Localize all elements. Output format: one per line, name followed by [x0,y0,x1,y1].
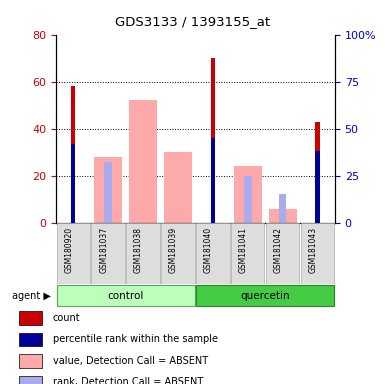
Bar [104,162,112,223]
FancyBboxPatch shape [266,223,300,284]
Text: control: control [107,291,144,301]
FancyBboxPatch shape [161,223,195,284]
Text: GSM181038: GSM181038 [134,227,143,273]
Bar [315,151,320,223]
FancyBboxPatch shape [196,285,334,306]
Text: GSM181037: GSM181037 [99,227,108,273]
Bar [19,354,42,368]
Bar [269,209,296,223]
Text: GSM181040: GSM181040 [204,227,213,273]
Text: GSM181039: GSM181039 [169,227,178,273]
Text: agent ▶: agent ▶ [12,291,50,301]
Text: GDS3133 / 1393155_at: GDS3133 / 1393155_at [115,15,270,28]
Text: GSM181041: GSM181041 [239,227,248,273]
FancyBboxPatch shape [126,223,160,284]
Bar [71,86,75,223]
FancyBboxPatch shape [231,223,264,284]
Bar [234,166,262,223]
Bar [19,311,42,325]
Bar [71,144,75,223]
Bar [211,58,215,223]
Bar [211,138,215,223]
Text: value, Detection Call = ABSENT: value, Detection Call = ABSENT [53,356,208,366]
Bar [94,157,122,223]
FancyBboxPatch shape [91,223,125,284]
FancyBboxPatch shape [301,223,334,284]
Text: GSM180920: GSM180920 [64,227,73,273]
Bar [244,176,251,223]
FancyBboxPatch shape [196,223,229,284]
Text: quercetin: quercetin [240,291,290,301]
FancyBboxPatch shape [57,285,195,306]
Bar [19,333,42,346]
Bar [164,152,192,223]
Text: GSM181042: GSM181042 [274,227,283,273]
Bar [279,195,286,223]
FancyBboxPatch shape [57,223,90,284]
Text: rank, Detection Call = ABSENT: rank, Detection Call = ABSENT [53,377,203,384]
Bar [129,101,157,223]
Bar [315,122,320,223]
Text: count: count [53,313,80,323]
Bar [19,376,42,384]
Text: GSM181043: GSM181043 [308,227,318,273]
Text: percentile rank within the sample: percentile rank within the sample [53,334,218,344]
